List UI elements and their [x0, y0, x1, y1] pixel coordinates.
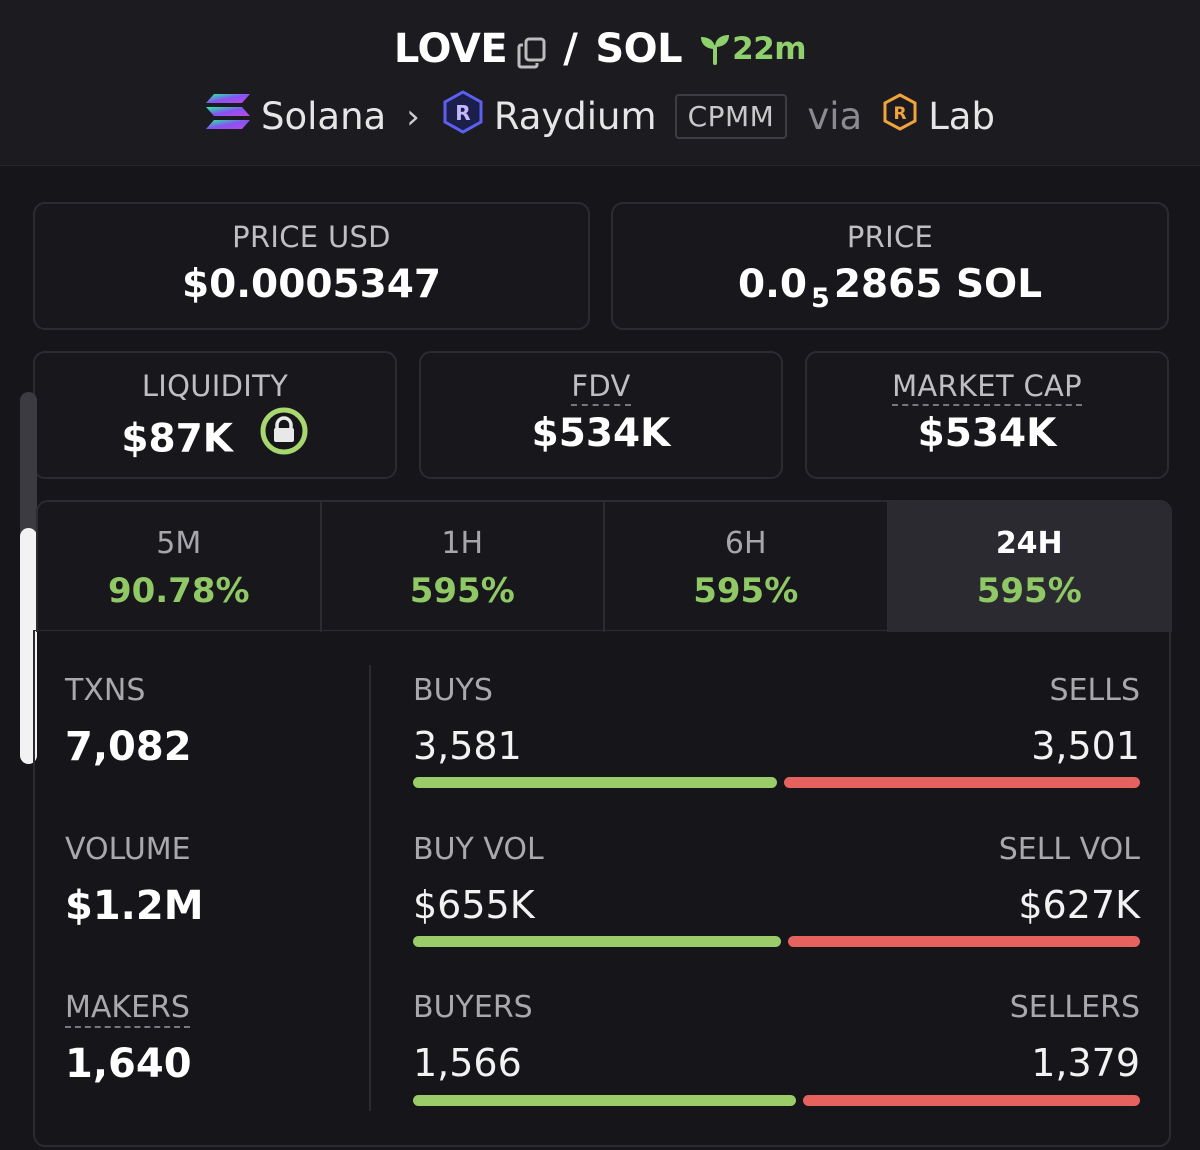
price-native-zero-count: 5 — [811, 283, 830, 314]
price-usd-label: PRICE USD — [232, 220, 391, 254]
sell-vol-bar — [788, 936, 1140, 947]
price-native-card: PRICE 0.0 5 2865 SOL — [611, 202, 1169, 330]
pair-age: 22m — [698, 31, 807, 67]
tab-label: 1H — [441, 526, 484, 561]
liquidity-value: $87K — [121, 416, 234, 462]
sells-value: 3,501 — [1031, 724, 1140, 768]
price-native-value: 0.0 5 2865 SOL — [613, 262, 1167, 314]
sellers-label: SELLERS — [1009, 990, 1140, 1025]
pair-header: LOVE / SOL 22m — [0, 0, 1200, 166]
scrollbar-thumb[interactable] — [20, 528, 37, 764]
timeframe-tabs: 5M 90.78% 1H 595% 6H 595% 24H 595% — [36, 500, 1172, 632]
txns-value: 7,082 — [65, 724, 192, 770]
volume-metric: VOLUME $1.2M — [65, 832, 204, 929]
quote-symbol: SOL — [595, 26, 683, 72]
lock-icon[interactable] — [259, 406, 309, 466]
txns-metric: TXNS 7,082 — [65, 673, 192, 770]
volume-label: VOLUME — [65, 832, 191, 867]
buyers-label: BUYERS — [413, 990, 533, 1025]
volume-value: $1.2M — [65, 883, 204, 929]
dex-name[interactable]: Raydium — [493, 95, 657, 138]
price-native-label: PRICE — [846, 220, 934, 254]
chevron-right-icon: › — [406, 96, 420, 137]
price-native-digits: 2865 — [833, 262, 943, 307]
buyers-bar — [413, 1095, 796, 1106]
tab-change: 595% — [976, 571, 1082, 611]
price-usd-value: $0.0005347 — [181, 262, 442, 307]
sellers-bar — [803, 1095, 1140, 1106]
buys-bar — [413, 777, 777, 788]
buys-value: 3,581 — [413, 724, 522, 768]
solana-logo-icon — [205, 93, 251, 140]
svg-text:R: R — [455, 101, 470, 125]
price-native-prefix: 0.0 — [737, 262, 808, 307]
tab-1h[interactable]: 1H 595% — [322, 502, 605, 632]
raydium-lab-icon: R — [882, 93, 918, 140]
price-usd-card: PRICE USD $0.0005347 — [33, 202, 590, 330]
makers-metric: MAKERS 1,640 — [65, 990, 192, 1087]
activity-stats: TXNS 7,082 VOLUME $1.2M MAKERS 1,640 BUY… — [33, 630, 1171, 1147]
fdv-card: FDV $534K — [419, 351, 783, 479]
via-label: via — [807, 95, 863, 138]
tab-6h[interactable]: 6H 595% — [605, 502, 889, 632]
pair-title: LOVE / SOL 22m — [0, 26, 1200, 72]
svg-text:R: R — [894, 104, 907, 124]
buyers-value: 1,566 — [413, 1041, 522, 1085]
buys-label: BUYS — [413, 673, 493, 708]
pair-route: Solana › R Raydium CPMM via R Lab — [0, 90, 1200, 143]
pair-info-panel — [0, 166, 1200, 1150]
market-cap-label[interactable]: MARKET CAP — [892, 369, 1082, 406]
raydium-logo-icon: R — [442, 90, 484, 143]
sellers-value: 1,379 — [1031, 1041, 1140, 1085]
makers-value: 1,640 — [65, 1041, 192, 1087]
stats-divider — [369, 665, 371, 1111]
buys-sells-split: BUYS SELLS 3,581 3,501 — [413, 673, 1140, 768]
buy-vol-bar — [413, 936, 781, 947]
price-native-unit: SOL — [955, 262, 1043, 307]
buy-vol-value: $655K — [413, 883, 535, 927]
buy-vol-label: BUY VOL — [413, 832, 544, 867]
txns-label: TXNS — [65, 673, 146, 708]
liquidity-card: LIQUIDITY $87K — [33, 351, 397, 479]
liquidity-row: $87K — [35, 407, 395, 471]
token-symbol[interactable]: LOVE — [393, 26, 508, 72]
buyers-sellers-split: BUYERS SELLERS 1,566 1,379 — [413, 990, 1140, 1085]
market-cap-label-wrap: MARKET CAP — [807, 369, 1167, 406]
tab-24h[interactable]: 24H 595% — [888, 502, 1170, 632]
tab-label: 24H — [995, 526, 1063, 561]
tab-label: 6H — [724, 526, 767, 561]
tab-change: 595% — [409, 571, 515, 611]
sprout-icon — [701, 35, 730, 65]
copy-icon[interactable] — [517, 33, 547, 69]
sells-label: SELLS — [1049, 673, 1140, 708]
tab-change: 595% — [693, 571, 799, 611]
buy-sell-volume-split: BUY VOL SELL VOL $655K $627K — [413, 832, 1140, 927]
launchpad-name[interactable]: Lab — [928, 95, 995, 138]
pool-type-badge: CPMM — [674, 94, 788, 139]
fdv-label-wrap: FDV — [421, 369, 781, 406]
liquidity-label: LIQUIDITY — [141, 369, 289, 403]
market-cap-card: MARKET CAP $534K — [805, 351, 1169, 479]
scrollbar[interactable] — [20, 392, 37, 764]
tab-5m[interactable]: 5M 90.78% — [38, 502, 322, 632]
tab-change: 90.78% — [107, 571, 250, 611]
fdv-value: $534K — [531, 411, 671, 456]
pair-age-value: 22m — [732, 31, 807, 67]
fdv-label[interactable]: FDV — [571, 369, 631, 406]
sell-vol-value: $627K — [1018, 883, 1140, 927]
sell-vol-label: SELL VOL — [998, 832, 1140, 867]
pair-separator: / — [563, 26, 578, 72]
sells-bar — [784, 777, 1140, 788]
market-cap-value: $534K — [917, 411, 1057, 456]
chain-name[interactable]: Solana — [261, 95, 387, 138]
tab-label: 5M — [156, 526, 202, 561]
makers-label[interactable]: MAKERS — [65, 990, 190, 1028]
